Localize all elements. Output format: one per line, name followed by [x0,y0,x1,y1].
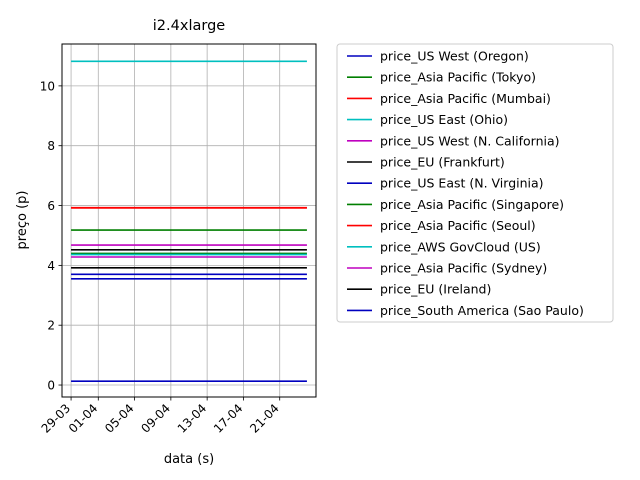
x-tick-label: 01-04 [66,401,101,436]
legend-label: price_US East (N. Virginia) [380,176,544,191]
legend-label: price_Asia Pacific (Tokyo) [380,70,536,85]
x-tick-label: 29-03 [39,401,74,436]
y-tick-label: 10 [40,79,55,93]
legend-label: price_EU (Ireland) [380,282,491,297]
legend-label: price_EU (Frankfurt) [380,155,505,170]
grid [62,44,316,397]
y-tick-label: 4 [47,259,55,273]
x-tick-label: 05-04 [102,401,137,436]
legend-label: price_Asia Pacific (Singapore) [380,197,564,212]
legend-label: price_US East (Ohio) [380,112,508,127]
legend-label: price_South America (Sao Paulo) [380,303,584,318]
y-tick-label: 6 [47,199,55,213]
x-tick-label: 17-04 [211,401,246,436]
legend-label: price_Asia Pacific (Seoul) [380,218,536,233]
legend-label: price_US West (Oregon) [380,49,529,64]
y-tick-label: 8 [47,139,55,153]
x-tick-label: 21-04 [247,401,282,436]
legend-label: price_AWS GovCloud (US) [380,239,541,254]
x-axis-label: data (s) [164,452,214,467]
y-axis-label: preço (p) [15,191,30,250]
series-lines [71,60,307,382]
legend-label: price_Asia Pacific (Mumbai) [380,91,551,106]
x-tick-label: 13-04 [175,401,210,436]
legend: price_US West (Oregon) price_Asia Pacific… [336,43,614,323]
plot-area [61,43,317,398]
y-axis: 0 2 4 6 8 10 [40,79,62,393]
legend-frame [336,43,614,323]
legend-label: price_US West (N. California) [380,133,560,148]
y-tick-label: 2 [47,319,55,333]
legend-label: price_Asia Pacific (Sydney) [380,261,547,276]
chart-title: i2.4xlarge [153,18,225,34]
x-tick-label: 09-04 [138,401,173,436]
y-tick-label: 0 [47,379,55,393]
